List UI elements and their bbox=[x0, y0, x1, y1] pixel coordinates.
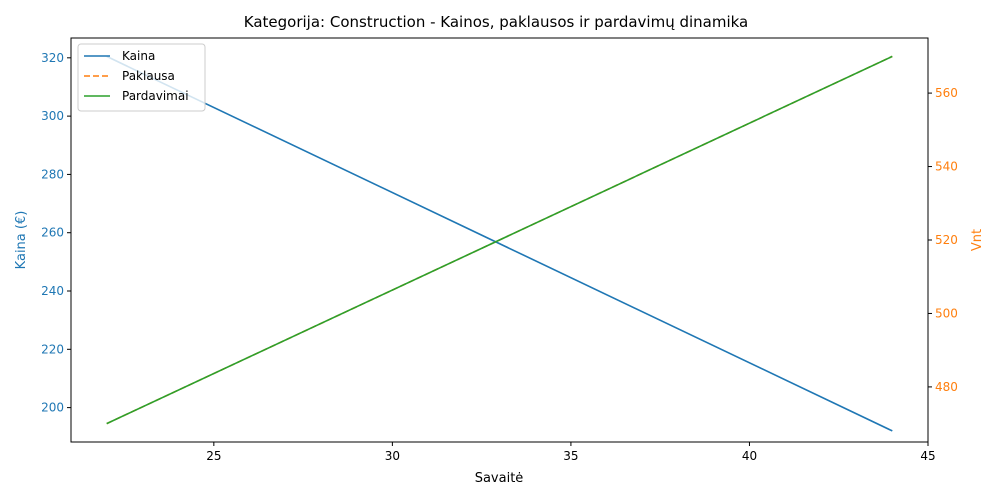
y-left-tick-label: 220 bbox=[41, 342, 64, 356]
y-right-tick-label: 540 bbox=[935, 160, 958, 174]
x-tick-label: 45 bbox=[920, 449, 935, 463]
x-tick-label: 35 bbox=[563, 449, 578, 463]
y-right-tick-label: 520 bbox=[935, 233, 958, 247]
y-left-tick-label: 240 bbox=[41, 284, 64, 298]
y-axis-right: 480 500 520 540 560 bbox=[928, 86, 958, 394]
y-left-tick-label: 320 bbox=[41, 51, 64, 65]
x-tick-label: 40 bbox=[742, 449, 757, 463]
legend: Kaina Paklausa Pardavimai bbox=[77, 43, 206, 112]
y-right-tick-label: 560 bbox=[935, 86, 958, 100]
legend-label: Kaina bbox=[122, 49, 155, 63]
series-line-kaina bbox=[106, 55, 893, 432]
y-axis-left-label: Kaina (€) bbox=[14, 211, 29, 270]
series-line-pardavimai bbox=[106, 55, 893, 425]
x-axis-label: Savaitė bbox=[475, 471, 524, 486]
y-left-tick-label: 200 bbox=[41, 401, 64, 415]
y-right-tick-label: 500 bbox=[935, 306, 958, 320]
legend-label: Pardavimai bbox=[122, 89, 189, 103]
y-axis-left: 200 220 240 260 280 300 320 bbox=[41, 51, 71, 415]
x-tick-label: 30 bbox=[385, 449, 400, 463]
y-left-tick-label: 300 bbox=[41, 109, 64, 123]
legend-label: Paklausa bbox=[122, 69, 175, 83]
plot-lines bbox=[106, 55, 893, 432]
y-axis-right-label: Vnt bbox=[970, 229, 985, 251]
chart-title: Kategorija: Construction - Kainos, pakla… bbox=[244, 13, 749, 31]
legend-box bbox=[77, 43, 206, 112]
x-tick-label: 25 bbox=[206, 449, 221, 463]
y-right-tick-label: 480 bbox=[935, 380, 958, 394]
y-left-tick-label: 280 bbox=[41, 167, 64, 181]
x-axis: 25 30 35 40 45 bbox=[206, 442, 936, 463]
y-left-tick-label: 260 bbox=[41, 226, 64, 240]
